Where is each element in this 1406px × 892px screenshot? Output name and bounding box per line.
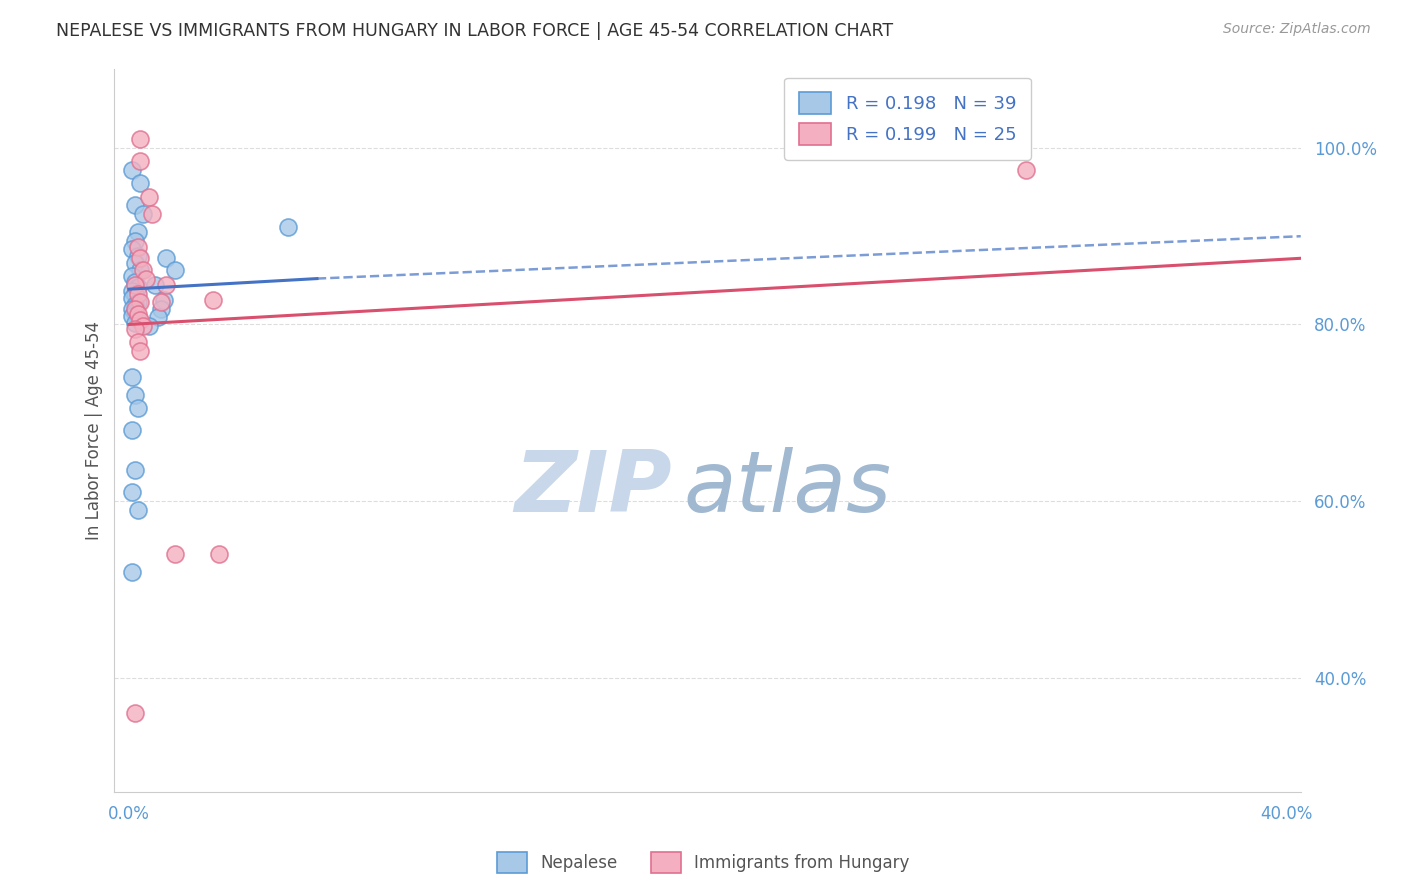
Point — [1015, 163, 1038, 178]
Point — [129, 154, 152, 169]
Point — [121, 243, 143, 257]
Point — [124, 277, 146, 292]
Point — [121, 163, 143, 178]
Point — [124, 287, 146, 301]
Point — [124, 316, 146, 330]
Point — [124, 275, 146, 289]
Point — [124, 305, 146, 319]
Text: NEPALESE VS IMMIGRANTS FROM HUNGARY IN LABOR FORCE | AGE 45-54 CORRELATION CHART: NEPALESE VS IMMIGRANTS FROM HUNGARY IN L… — [56, 22, 893, 40]
Point — [132, 207, 155, 221]
Point — [129, 132, 152, 146]
Point — [127, 240, 149, 254]
Point — [124, 388, 146, 402]
Point — [124, 298, 146, 312]
Point — [127, 503, 149, 517]
Point — [127, 312, 149, 326]
Point — [277, 220, 299, 235]
Point — [121, 485, 143, 500]
Point — [124, 256, 146, 270]
Point — [132, 319, 155, 334]
Point — [207, 547, 229, 561]
Point — [124, 706, 146, 720]
Point — [127, 286, 149, 301]
Legend: R = 0.198   N = 39, R = 0.199   N = 25: R = 0.198 N = 39, R = 0.199 N = 25 — [785, 78, 1031, 160]
Point — [141, 207, 163, 221]
Point — [127, 401, 149, 416]
Point — [127, 280, 149, 294]
Point — [124, 234, 146, 248]
Point — [129, 176, 152, 190]
Point — [129, 295, 152, 310]
Point — [152, 293, 174, 307]
Point — [155, 252, 177, 266]
Point — [129, 343, 152, 358]
Text: atlas: atlas — [683, 447, 891, 530]
Point — [165, 262, 187, 277]
Point — [155, 277, 177, 292]
Y-axis label: In Labor Force | Age 45-54: In Labor Force | Age 45-54 — [86, 321, 103, 540]
Point — [121, 301, 143, 316]
Point — [129, 252, 152, 266]
Point — [127, 294, 149, 309]
Point — [165, 547, 187, 561]
Point — [121, 268, 143, 283]
Point — [127, 249, 149, 263]
Point — [127, 225, 149, 239]
Point — [124, 198, 146, 212]
Point — [138, 319, 160, 334]
Point — [121, 309, 143, 323]
Point — [124, 322, 146, 336]
Point — [149, 295, 172, 310]
Point — [121, 291, 143, 305]
Point — [149, 301, 172, 316]
Point — [124, 463, 146, 477]
Point — [143, 277, 166, 292]
Point — [121, 370, 143, 384]
Point — [201, 293, 224, 307]
Text: ZIP: ZIP — [515, 447, 672, 530]
Point — [127, 335, 149, 350]
Point — [121, 565, 143, 579]
Legend: Nepalese, Immigrants from Hungary: Nepalese, Immigrants from Hungary — [491, 846, 915, 880]
Point — [146, 310, 169, 325]
Point — [132, 262, 155, 277]
Point — [135, 271, 157, 285]
Point — [124, 301, 146, 316]
Point — [121, 284, 143, 298]
Text: Source: ZipAtlas.com: Source: ZipAtlas.com — [1223, 22, 1371, 37]
Point — [129, 313, 152, 327]
Point — [138, 189, 160, 203]
Point — [127, 307, 149, 321]
Point — [121, 424, 143, 438]
Point — [129, 262, 152, 277]
